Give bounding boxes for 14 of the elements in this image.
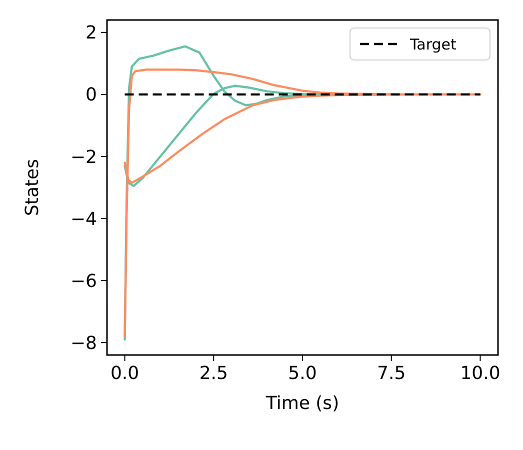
y-tick-label: −8: [70, 332, 97, 354]
legend-label: Target: [409, 35, 457, 54]
x-tick-label: 0.0: [110, 363, 140, 384]
x-axis-title: Time (s): [264, 393, 340, 414]
y-tick-label: −2: [70, 146, 97, 168]
y-tick-label: −6: [70, 270, 97, 292]
x-tick-label: 7.5: [377, 363, 406, 384]
y-axis-title: States: [22, 158, 43, 216]
y-tick-label: 0: [86, 84, 97, 106]
x-tick-label: 10.0: [460, 363, 500, 384]
y-tick-label: 2: [86, 22, 97, 44]
y-tick-label: −4: [70, 208, 97, 230]
x-tick-label: 2.5: [199, 363, 228, 384]
x-tick-label: 5.0: [288, 363, 317, 384]
